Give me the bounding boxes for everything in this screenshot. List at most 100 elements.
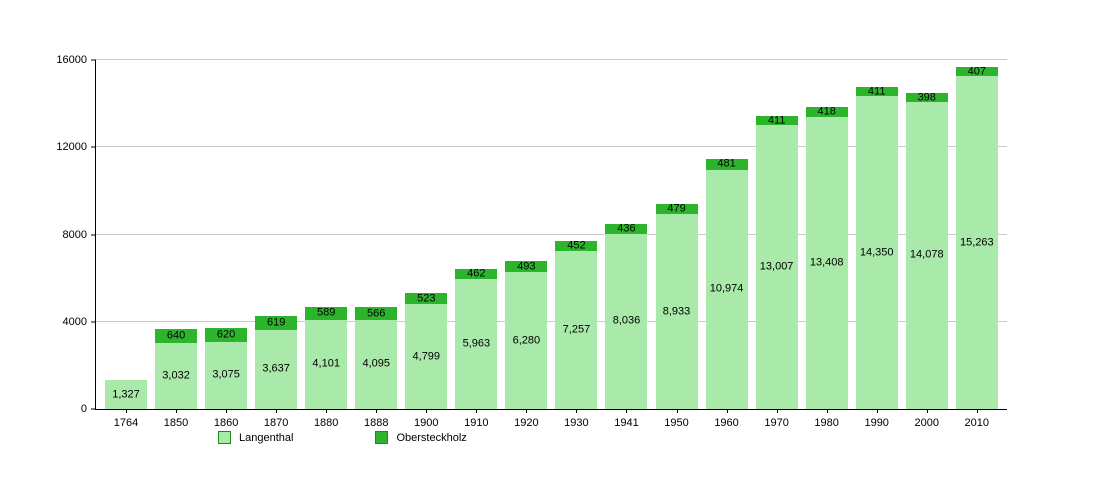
bar-value-langenthal: 8,036 — [612, 314, 641, 327]
bar-segment-obersteckholz — [805, 107, 848, 117]
bar-segment-langenthal — [755, 125, 798, 409]
x-axis-label: 1900 — [414, 417, 439, 429]
bar-group: 619 3,637 1870 — [255, 60, 298, 429]
y-axis-tick-label: 4000 — [62, 315, 87, 328]
bar-value-obersteckholz: 452 — [567, 239, 586, 252]
bar-value-obersteckholz: 407 — [967, 65, 986, 78]
bar-group: 479 8,933 1950 — [655, 60, 698, 429]
x-axis-tick-mark — [676, 409, 678, 413]
bar-value-langenthal: 4,799 — [412, 350, 441, 363]
bar-segment-langenthal — [955, 76, 998, 409]
x-axis-label: 1980 — [814, 417, 839, 429]
bar-segment-obersteckholz — [555, 240, 598, 251]
x-axis-tick-mark — [626, 409, 628, 413]
x-axis-label: 1910 — [464, 417, 489, 429]
bar-group: 462 5,963 1910 — [455, 60, 498, 429]
bar-segment-obersteckholz — [655, 203, 698, 215]
bar-group: 407 15,263 2010 — [955, 60, 998, 429]
x-axis-label: 1870 — [263, 417, 289, 429]
bar-value-obersteckholz: 418 — [817, 105, 836, 118]
bar-segment-langenthal — [155, 342, 198, 409]
bar-segment-langenthal — [655, 214, 698, 409]
bar-value-langenthal: 3,032 — [162, 369, 190, 382]
legend-label-obersteckholz: Obersteckholz — [396, 431, 467, 444]
y-axis-tick-mark — [91, 146, 96, 148]
x-axis-tick-mark — [726, 409, 728, 413]
bar-value-langenthal: 7,257 — [562, 323, 591, 336]
bar-group: 398 14,078 2000 — [905, 60, 948, 429]
bar-value-obersteckholz: 566 — [367, 307, 386, 320]
y-axis-tick-label: 0 — [80, 403, 87, 415]
x-axis-tick-mark — [876, 409, 878, 413]
bar-value-obersteckholz: 398 — [917, 91, 936, 104]
bar-segment-langenthal — [855, 96, 898, 409]
bar-segment-obersteckholz — [255, 316, 298, 330]
bar-segment-obersteckholz — [505, 261, 548, 273]
gridline — [96, 146, 1007, 148]
bar-value-langenthal: 1,327 — [112, 388, 140, 401]
gridline — [96, 233, 1007, 235]
bar-value-langenthal: 14,350 — [859, 246, 894, 258]
x-axis-tick-mark — [826, 409, 828, 413]
bar-segment-obersteckholz — [755, 116, 798, 126]
bar-value-obersteckholz: 640 — [166, 329, 186, 342]
x-axis-tick-mark — [376, 409, 378, 413]
y-axis-tick-mark — [91, 59, 96, 61]
bar-segment-obersteckholz — [705, 159, 748, 170]
bar-segment-langenthal — [405, 304, 448, 409]
x-axis-tick-mark — [326, 409, 328, 413]
bar-segment-langenthal — [555, 250, 598, 409]
bar-value-langenthal: 5,963 — [462, 337, 491, 350]
x-axis-tick-mark — [126, 409, 127, 413]
bar-segment-langenthal — [605, 233, 648, 409]
x-axis-tick-mark — [576, 409, 578, 413]
x-axis-label: 1950 — [664, 417, 689, 429]
bar-segment-obersteckholz — [605, 224, 648, 234]
x-axis-tick-mark — [526, 409, 528, 413]
bar-group: 493 6,280 1920 — [505, 60, 548, 429]
x-axis-tick-mark — [276, 409, 278, 413]
bar-segment-langenthal — [355, 319, 398, 409]
x-axis-label: 2000 — [914, 417, 939, 429]
bar-segment-obersteckholz — [205, 328, 248, 342]
x-axis-label: 2010 — [964, 417, 990, 429]
bar-value-obersteckholz: 589 — [317, 306, 336, 319]
bar-segment-obersteckholz — [455, 268, 498, 279]
bar-group: 411 13,007 1970 — [755, 60, 798, 429]
legend-item-langenthal: Langenthal — [218, 431, 293, 444]
bar-value-obersteckholz: 620 — [216, 328, 236, 341]
y-axis-tick-mark — [91, 408, 96, 410]
x-axis-label: 1764 — [113, 417, 139, 429]
x-axis-label: 1990 — [864, 417, 889, 429]
x-axis-label: 1920 — [514, 417, 539, 429]
bar-segment-obersteckholz — [405, 292, 448, 305]
x-axis-tick-mark — [426, 409, 428, 413]
x-axis-label: 1960 — [714, 417, 739, 429]
bar-value-langenthal: 3,075 — [212, 368, 240, 381]
bar-group: 523 4,799 1900 — [405, 60, 448, 429]
bar-segment-obersteckholz — [855, 87, 898, 96]
legend-item-obersteckholz: Obersteckholz — [375, 431, 467, 444]
bar-value-langenthal: 6,280 — [512, 334, 541, 347]
legend-swatch-obersteckholz — [375, 431, 389, 444]
plot-area: 1,327 1764 640 3,032 1850 620 3,075 1860 619 3,63… — [56, 54, 1007, 429]
bar-value-obersteckholz: 411 — [867, 85, 886, 98]
bar-segment-langenthal — [105, 380, 147, 409]
bar-value-langenthal: 10,974 — [709, 282, 744, 295]
bar-segment-obersteckholz — [955, 67, 998, 77]
bar-group: 411 14,350 1990 — [855, 60, 898, 429]
x-axis-label: 1970 — [764, 417, 789, 429]
bar-value-obersteckholz: 436 — [617, 222, 636, 235]
bar-value-obersteckholz: 481 — [717, 157, 736, 170]
bar-group: 481 10,974 1960 — [705, 60, 748, 429]
bar-segment-langenthal — [455, 278, 498, 409]
bar-segment-obersteckholz — [905, 93, 948, 102]
y-axis-tick-label: 8000 — [62, 228, 87, 241]
bar-group: 640 3,032 1850 — [155, 60, 198, 429]
bar-group: 566 4,095 1888 — [355, 60, 398, 429]
bar-value-langenthal: 4,095 — [362, 357, 390, 370]
x-axis-tick-mark — [176, 409, 178, 413]
bar-group: 452 7,257 1930 — [555, 60, 598, 429]
bar-value-obersteckholz: 479 — [667, 202, 686, 215]
